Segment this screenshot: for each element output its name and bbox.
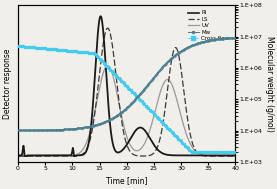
X-axis label: Time [min]: Time [min] (106, 177, 147, 186)
Y-axis label: Molecular weight (g/mol): Molecular weight (g/mol) (265, 36, 273, 132)
Y-axis label: Detector response: Detector response (4, 48, 12, 119)
Legend: RI, LS, UV, Mw, Cross flow: RI, LS, UV, Mw, Cross flow (186, 8, 232, 43)
